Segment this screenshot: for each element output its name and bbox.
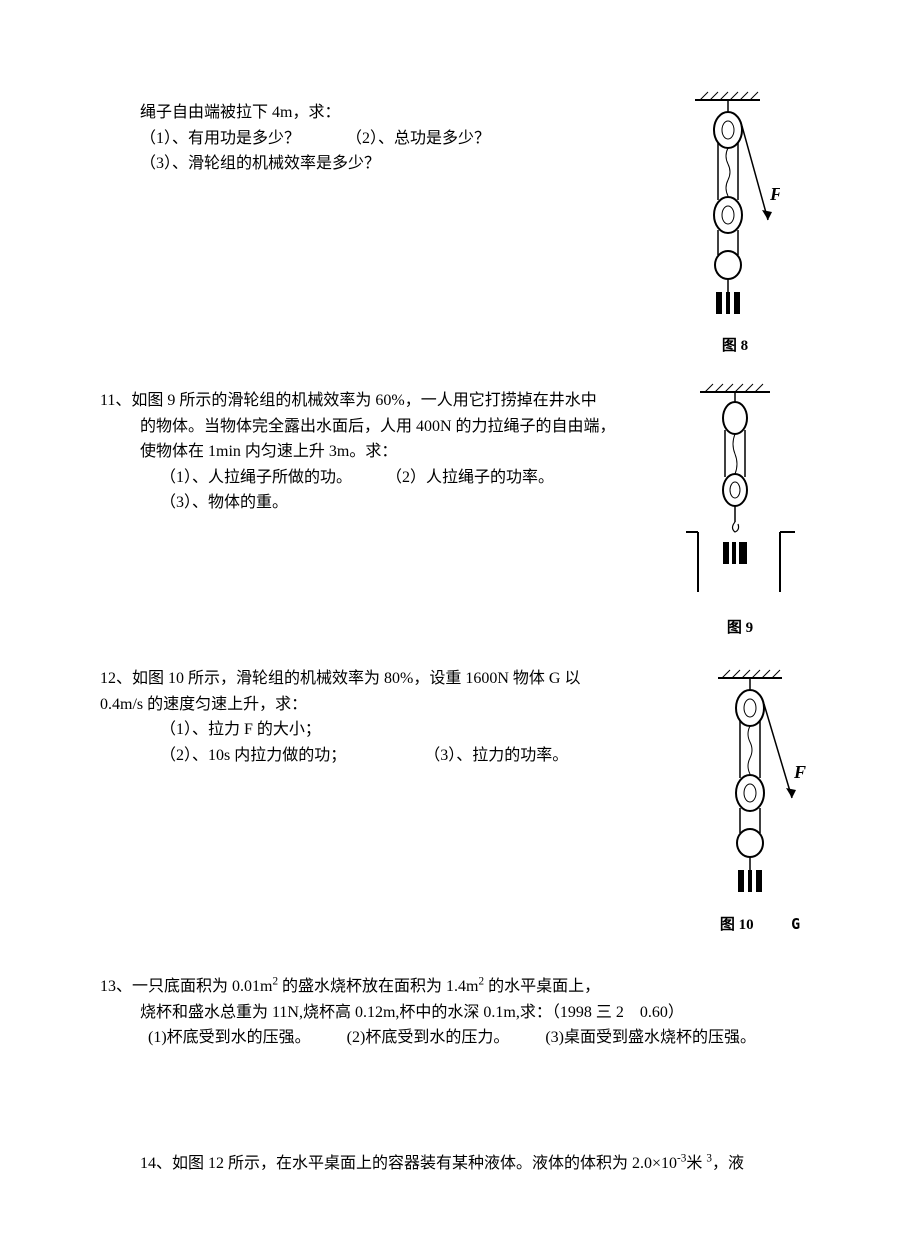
p13-stem-pre: 13、一只底面积为 0.01m — [100, 978, 272, 995]
p11-q3: （3）、物体的重。 — [100, 490, 660, 516]
p14-stem: 14、如图 12 所示，在水平桌面上的容器装有某种液体。液体的体积为 2.0×1… — [100, 1151, 840, 1177]
well-pulley-diagram-icon — [680, 382, 800, 612]
figure-10-g-label: G — [791, 915, 800, 933]
p13-stem-l2: 烧杯和盛水总重为 11N,烧杯高 0.12m,杯中的水深 0.1m,求：（199… — [100, 1000, 840, 1026]
p13-stem-mid: 的盛水烧杯放在面积为 1.4m — [278, 978, 478, 995]
pulley-diagram-icon: F — [690, 90, 780, 330]
figure-9-caption: 图 9 — [680, 616, 800, 640]
p13-q2: (2)杯底受到水的压力。 — [347, 1025, 510, 1051]
problem-12: 12、如图 10 所示，滑轮组的机械效率为 80%，设重 1600N 物体 G … — [100, 666, 840, 946]
problem-11-body: 11、如图 9 所示的滑轮组的机械效率为 60%，一人用它打捞掉在井水中 的物体… — [100, 388, 660, 516]
problem-11: 11、如图 9 所示的滑轮组的机械效率为 60%，一人用它打捞掉在井水中 的物体… — [100, 388, 840, 638]
p11-stem-l2: 的物体。当物体完全露出水面后，人用 400N 的力拉绳子的自由端， — [100, 414, 660, 440]
p12-q1: （1）、拉力 F 的大小； — [100, 717, 700, 743]
p12-q3: （3）、拉力的功率。 — [424, 743, 568, 769]
p12-q2: （2）、10s 内拉力做的功； — [160, 743, 346, 769]
figure-10: F 图 10 G — [710, 668, 810, 937]
p10-q2: （2）、总功是多少？ — [346, 126, 490, 152]
svg-text:F: F — [793, 762, 806, 782]
force-label: F — [769, 184, 780, 204]
figure-8: F 图 8 — [690, 90, 780, 358]
p12-subq-line: （2）、10s 内拉力做的功； （3）、拉力的功率。 — [100, 743, 700, 769]
problem-10: 绳子自由端被拉下 4m，求： （1）、有用功是多少？ （2）、总功是多少？ （3… — [100, 100, 840, 360]
figure-10-caption-row: 图 10 G — [710, 912, 810, 937]
p11-stem-l1: 11、如图 9 所示的滑轮组的机械效率为 60%，一人用它打捞掉在井水中 — [100, 388, 660, 414]
p11-stem-l3: 使物体在 1min 内匀速上升 3m。求： — [100, 439, 660, 465]
p13-stem-post: 的水平桌面上， — [484, 978, 600, 995]
problem-12-body: 12、如图 10 所示，滑轮组的机械效率为 80%，设重 1600N 物体 G … — [100, 666, 700, 768]
p12-stem-l2: 0.4m/s 的速度匀速上升，求： — [100, 692, 700, 718]
problem-13: 13、一只底面积为 0.01m2 的盛水烧杯放在面积为 1.4m2 的水平桌面上… — [100, 974, 840, 1051]
pulley-diagram-2-icon: F — [710, 668, 810, 908]
p13-subq-line: (1)杯底受到水的压强。 (2)杯底受到水的压力。 (3)桌面受到盛水烧杯的压强… — [100, 1025, 840, 1051]
p11-q2: （2）人拉绳子的功率。 — [386, 465, 554, 491]
p14-exp1: -3 — [677, 1152, 686, 1164]
figure-10-caption: 图 10 — [720, 917, 754, 933]
p10-line1: 绳子自由端被拉下 4m，求： — [100, 100, 660, 126]
p13-q1: (1)杯底受到水的压强。 — [148, 1025, 311, 1051]
p13-stem-l1: 13、一只底面积为 0.01m2 的盛水烧杯放在面积为 1.4m2 的水平桌面上… — [100, 974, 840, 1000]
p10-sub-questions: （1）、有用功是多少？ （2）、总功是多少？ — [100, 126, 660, 152]
p14-stem-post: 米 — [686, 1155, 706, 1172]
p14-stem-end: ，液 — [712, 1155, 744, 1172]
p10-q3: （3）、滑轮组的机械效率是多少？ — [100, 151, 660, 177]
p11-q1: （1）、人拉绳子所做的功。 — [160, 465, 352, 491]
p13-q3: (3)桌面受到盛水烧杯的压强。 — [545, 1025, 756, 1051]
figure-9: 图 9 — [680, 382, 800, 640]
problem-10-body: 绳子自由端被拉下 4m，求： （1）、有用功是多少？ （2）、总功是多少？ （3… — [100, 100, 660, 177]
p14-stem-pre: 14、如图 12 所示，在水平桌面上的容器装有某种液体。液体的体积为 2.0×1… — [140, 1155, 677, 1172]
p12-stem-l1: 12、如图 10 所示，滑轮组的机械效率为 80%，设重 1600N 物体 G … — [100, 666, 700, 692]
p11-subq-line: （1）、人拉绳子所做的功。 （2）人拉绳子的功率。 — [100, 465, 660, 491]
figure-8-caption: 图 8 — [690, 334, 780, 358]
problem-14: 14、如图 12 所示，在水平桌面上的容器装有某种液体。液体的体积为 2.0×1… — [100, 1151, 840, 1177]
p10-q1: （1）、有用功是多少？ — [140, 126, 300, 152]
